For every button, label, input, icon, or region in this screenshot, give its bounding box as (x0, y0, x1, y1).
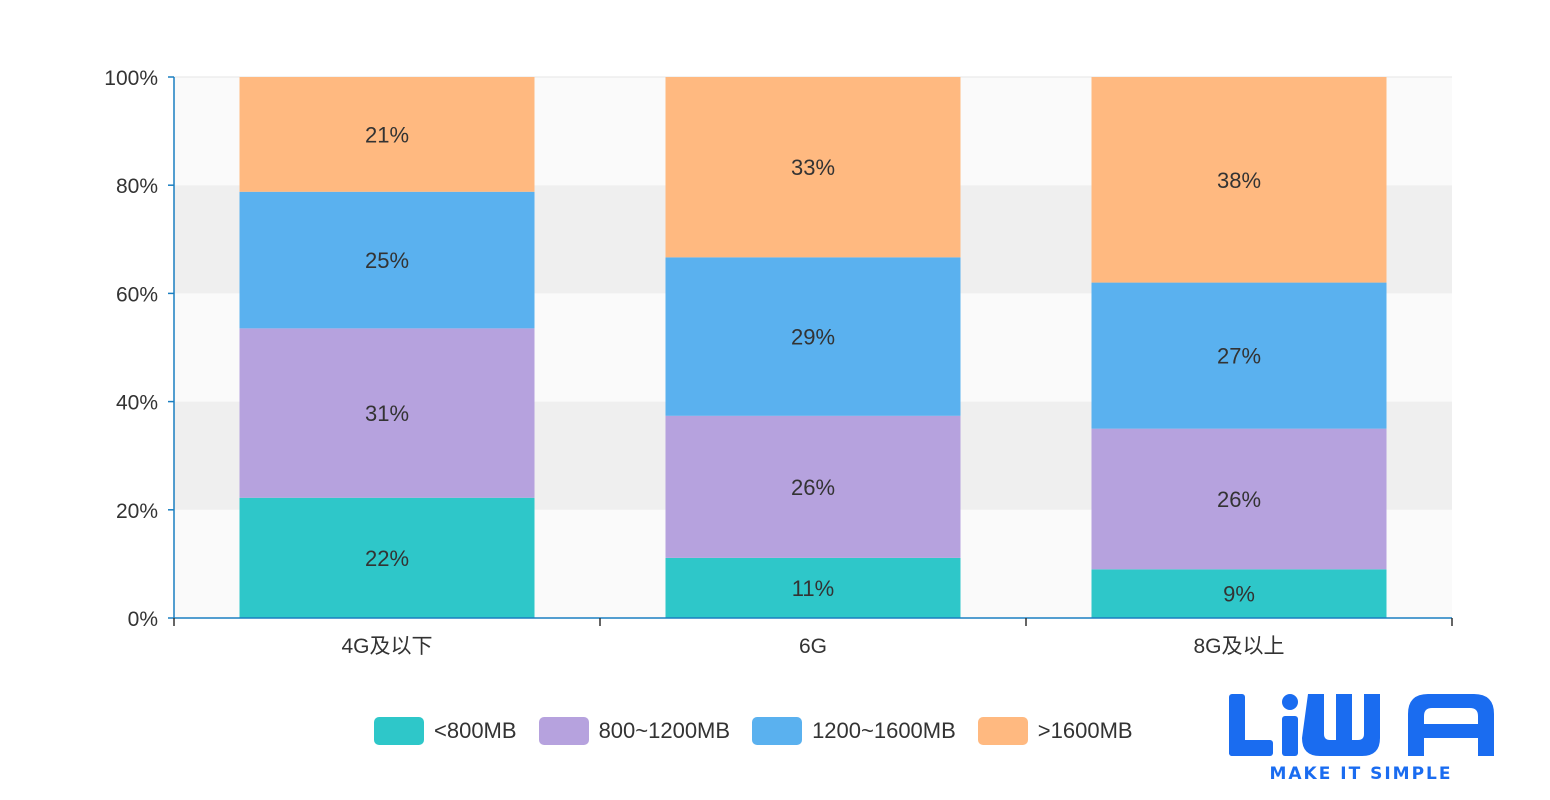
bar-segment (239, 77, 535, 192)
stacked-bar-chart: 0% 20% 40% 60% 80% 100% 4G及以下 6G 8G及以上 22% 31% 25%… (104, 67, 1453, 658)
y-tick-label: 20% (116, 500, 158, 523)
bar-segment (239, 497, 535, 618)
bar-value-label: 25% (365, 248, 409, 273)
legend: <800MB 800~1200MB 1200~1600MB >1600MB (374, 714, 1155, 748)
bar-segment (239, 328, 535, 498)
legend-swatch (977, 717, 1028, 745)
y-tick-label: 0% (128, 608, 158, 631)
legend-item[interactable]: 800~1200MB (538, 717, 731, 745)
legend-label: <800MB (434, 718, 517, 743)
bar-segment (239, 191, 535, 329)
bar-segment (1091, 77, 1387, 283)
bar-value-label: 29% (791, 325, 835, 350)
y-tick-label: 100% (104, 67, 158, 90)
bar-segment (665, 557, 961, 618)
legend-item[interactable]: >1600MB (977, 717, 1133, 745)
bar-value-label: 33% (791, 155, 835, 180)
bar-segment (1091, 569, 1387, 618)
brand-logo: MAKE IT SIMPLE (1226, 690, 1496, 788)
bars (239, 77, 1387, 618)
y-tick-label: 40% (116, 392, 158, 415)
axes: 0% 20% 40% 60% 80% 100% 4G及以下 6G 8G及以上 (104, 67, 1453, 658)
bar-value-label: 21% (365, 122, 409, 147)
bar-value-label: 9% (1223, 582, 1255, 607)
liwa-logo-icon (1229, 694, 1494, 756)
bar-labels: 22% 31% 25% 21% 11% 26% 29% 33% 9% 26% 27% 38% (365, 122, 1261, 606)
legend-swatch (374, 717, 424, 745)
bar-segment (665, 415, 961, 558)
x-tick-label: 6G (799, 635, 827, 658)
legend-label: 1200~1600MB (812, 718, 956, 743)
bar-value-label: 31% (365, 401, 409, 426)
y-tick-label: 80% (116, 175, 158, 198)
bar-value-label: 27% (1217, 344, 1261, 369)
bar-value-label: 22% (365, 546, 409, 571)
bar-segment (665, 257, 961, 416)
bar-value-label: 26% (1217, 487, 1261, 512)
bar-segment (665, 77, 961, 258)
logo-tagline: MAKE IT SIMPLE (1269, 764, 1453, 784)
bar-value-label: 38% (1217, 168, 1261, 193)
bar-value-label: 11% (792, 576, 834, 601)
legend-item[interactable]: <800MB (374, 717, 517, 745)
legend-swatch (752, 717, 803, 745)
legend-label: 800~1200MB (598, 718, 731, 743)
y-tick-label: 60% (116, 283, 158, 306)
legend-label: >1600MB (1037, 718, 1133, 743)
x-tick-label: 8G及以上 (1193, 635, 1284, 658)
bar-value-label: 26% (791, 475, 835, 500)
legend-item[interactable]: 1200~1600MB (752, 717, 956, 745)
bar-segment (1091, 428, 1387, 570)
legend-swatch (538, 717, 589, 745)
x-tick-label: 4G及以下 (341, 635, 432, 658)
bar-segment (1091, 282, 1387, 429)
